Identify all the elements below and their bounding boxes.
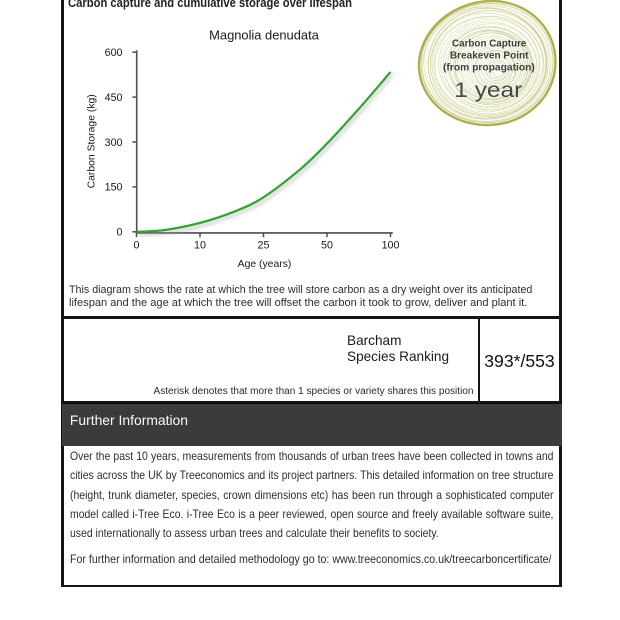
svg-text:10: 10 (194, 240, 206, 252)
svg-text:50: 50 (321, 240, 333, 252)
svg-text:1 year: 1 year (454, 79, 522, 102)
svg-text:Carbon Capture: Carbon Capture (452, 37, 527, 49)
svg-text:25: 25 (258, 240, 270, 252)
svg-text:600: 600 (105, 47, 123, 59)
svg-text:0: 0 (117, 227, 123, 239)
svg-text:Age (years): Age (years) (238, 259, 292, 270)
svg-text:Magnolia denudata: Magnolia denudata (209, 28, 319, 43)
svg-text:300: 300 (105, 137, 123, 149)
svg-text:450: 450 (105, 92, 123, 104)
svg-text:100: 100 (382, 240, 400, 252)
svg-text:Carbon Storage (kg): Carbon Storage (kg) (87, 94, 98, 188)
svg-text:Breakeven Point: Breakeven Point (450, 49, 529, 61)
svg-text:150: 150 (105, 182, 123, 194)
svg-text:(from propagation): (from propagation) (443, 62, 535, 74)
svg-text:0: 0 (134, 240, 140, 252)
